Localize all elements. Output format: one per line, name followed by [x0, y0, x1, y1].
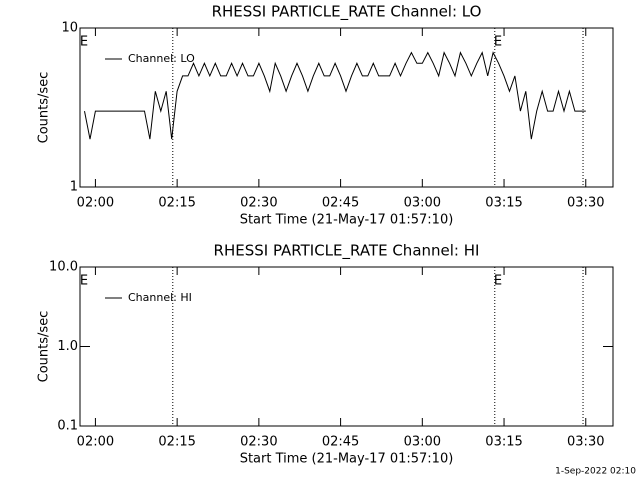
event-label: E [80, 35, 88, 50]
legend-label: Channel: LO [128, 52, 195, 65]
x-tick-label: 02:00 [77, 196, 114, 211]
x-tick-label: 02:15 [158, 196, 195, 211]
y-tick-label: 0.1 [57, 419, 78, 434]
chart-title: RHESSI PARTICLE_RATE Channel: LO [212, 3, 482, 22]
y-axis-label: Counts/sec [37, 311, 52, 383]
event-label: E [494, 35, 502, 50]
x-tick-label: 03:15 [485, 435, 522, 450]
x-tick-label: 03:15 [485, 196, 522, 211]
x-tick-label: 02:45 [322, 435, 359, 450]
y-tick-label: 10.0 [49, 260, 78, 275]
plot-frame [79, 27, 614, 188]
x-tick-label: 03:00 [404, 196, 441, 211]
x-tick-label: 03:30 [567, 435, 604, 450]
x-tick-label: 03:00 [404, 435, 441, 450]
chart-title: RHESSI PARTICLE_RATE Channel: HI [214, 242, 480, 261]
y-tick-label: 10 [61, 21, 78, 36]
x-tick-label: 02:00 [77, 435, 114, 450]
x-tick-label: 02:30 [240, 435, 277, 450]
x-tick-label: 02:45 [322, 196, 359, 211]
x-tick-label: 02:30 [240, 196, 277, 211]
footer: 1-Sep-2022 02:10 [555, 467, 636, 477]
y-tick-label: 1 [70, 180, 78, 195]
x-axis-label: Start Time (21-May-17 01:57:10) [240, 452, 454, 467]
y-axis-label: Counts/sec [37, 72, 52, 144]
data-line [84, 51, 586, 140]
x-axis-label: Start Time (21-May-17 01:57:10) [240, 213, 454, 228]
event-label: E [494, 274, 502, 289]
legend-label: Channel: HI [128, 291, 192, 304]
event-label: E [80, 274, 88, 289]
y-tick-label: 1.0 [57, 339, 78, 354]
x-tick-label: 03:30 [567, 196, 604, 211]
x-tick-label: 02:15 [158, 435, 195, 450]
